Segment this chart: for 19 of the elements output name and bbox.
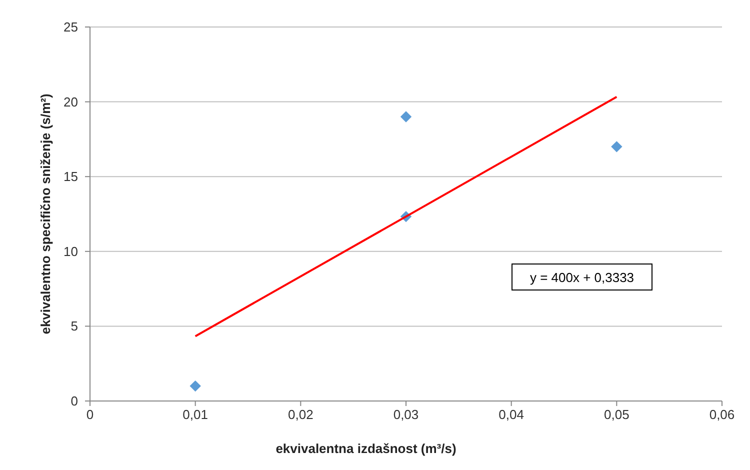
x-tick-label: 0 [86,407,94,422]
y-tick-label: 5 [70,318,78,334]
y-tick-label: 20 [64,94,78,110]
point [190,380,201,392]
y-tick-label: 10 [64,244,78,259]
point [611,141,622,152]
x-tick-label: 0,03 [393,407,419,422]
x-axis-title: ekvivalentna izdašnost (m³/s) [276,441,456,456]
point [400,111,412,122]
x-tick-label: 0,02 [288,407,314,422]
x-tick-label: 0,04 [498,407,524,422]
x-tick-label: 0,06 [709,407,735,422]
x-tick-label: 0,05 [604,407,630,422]
y-tick-label: 0 [70,394,78,408]
y-tick-label: 15 [64,169,78,184]
y-axis-title: ekvivalentno specifično sniženje (s/m²) [38,94,53,334]
x-tick-label: 0,01 [182,407,208,422]
y-tick-label: 25 [64,20,78,34]
annotation: y = 400x + 0,3333 [530,270,634,285]
